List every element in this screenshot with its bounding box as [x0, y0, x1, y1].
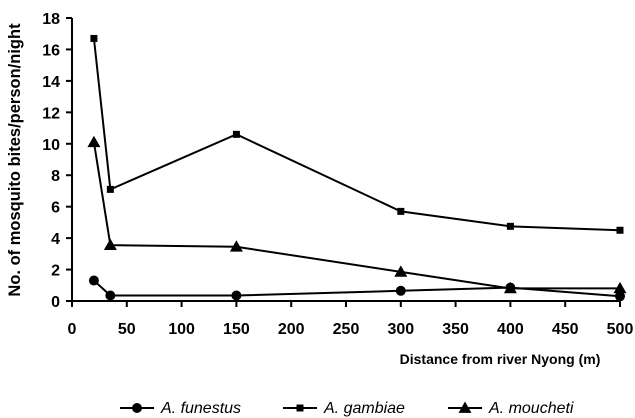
data-point-a-gambiae	[232, 130, 240, 138]
y-tick-label: 6	[51, 200, 60, 217]
x-tick-label: 450	[552, 321, 579, 338]
x-axis-label: Distance from river Nyong (m)	[400, 351, 601, 367]
x-tick-label: 250	[333, 321, 360, 338]
legend-item-a-funestus: A. funestus	[120, 400, 241, 417]
series-layer	[87, 34, 627, 302]
data-point-a-funestus	[88, 275, 99, 286]
y-tick-label: 16	[42, 42, 60, 59]
data-point-a-gambiae	[90, 34, 98, 42]
data-point-a-funestus	[231, 290, 242, 301]
data-point-a-moucheti	[503, 281, 517, 294]
data-point-a-funestus	[395, 285, 406, 296]
data-point-a-gambiae	[106, 185, 114, 193]
x-tick-label: 150	[223, 321, 250, 338]
data-point-a-moucheti	[394, 265, 408, 277]
y-tick-label: 12	[42, 105, 60, 122]
data-point-a-gambiae	[616, 226, 624, 234]
data-point-a-moucheti	[613, 281, 627, 294]
x-tick-label: 300	[387, 321, 414, 338]
y-tick-label: 14	[42, 74, 60, 91]
data-point-a-moucheti	[87, 135, 101, 148]
legend-item-a-gambiae: A. gambiae	[283, 400, 405, 417]
data-point-a-gambiae	[506, 222, 514, 230]
y-ticks: 0 2 4 6 8 10 12 14 16 18	[42, 11, 72, 311]
x-tick-label: 100	[168, 321, 195, 338]
series-a-moucheti	[87, 135, 627, 294]
series-line-a-moucheti	[92, 142, 620, 290]
y-tick-label: 2	[51, 263, 60, 280]
x-tick-label: 0	[68, 321, 77, 338]
legend-marker	[458, 401, 472, 413]
x-tick-label: 350	[442, 321, 469, 338]
data-point-a-moucheti	[103, 238, 117, 251]
x-tick-label: 50	[118, 321, 136, 338]
legend-label: A. gambiae	[323, 400, 405, 417]
data-point-a-funestus	[105, 290, 116, 301]
x-tick-label: 500	[607, 321, 634, 338]
x-ticks: 0 50 100 150 200 250 300 350 400 450 500	[68, 301, 634, 338]
y-tick-label: 8	[51, 168, 60, 185]
legend-item-a-moucheti: A. moucheti	[448, 400, 574, 417]
legend-marker	[132, 403, 142, 413]
legend-label: A. moucheti	[488, 400, 574, 417]
y-tick-label: 10	[42, 137, 60, 154]
y-tick-label: 4	[51, 231, 60, 248]
x-tick-label: 200	[278, 321, 305, 338]
legend-marker	[296, 404, 304, 412]
y-axis-label: No. of mosquito bites/person/night	[6, 23, 24, 297]
y-tick-label: 0	[51, 294, 60, 311]
series-line-a-gambiae	[92, 38, 621, 232]
data-point-a-gambiae	[397, 207, 405, 215]
y-tick-label: 18	[42, 11, 60, 28]
series-a-gambiae	[90, 34, 624, 234]
legend: A. funestus A. gambiae A. moucheti	[120, 400, 574, 417]
x-tick-label: 400	[497, 321, 524, 338]
data-point-a-moucheti	[229, 240, 243, 252]
data-point-a-funestus	[615, 291, 625, 302]
axes	[71, 18, 620, 302]
legend-label: A. funestus	[160, 400, 241, 417]
